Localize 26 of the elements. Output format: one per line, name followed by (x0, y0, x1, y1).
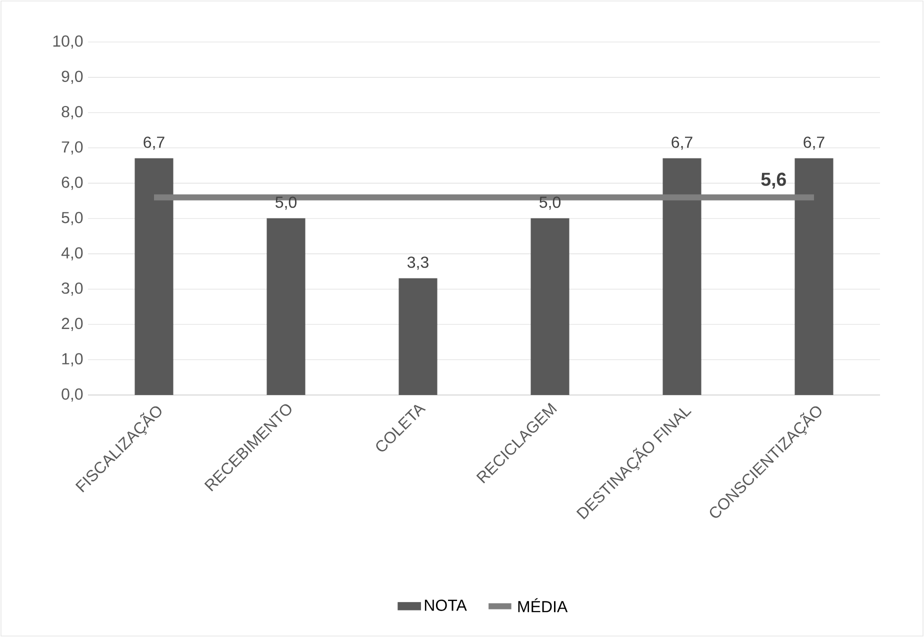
y-tick-label: 1,0 (62, 353, 83, 366)
bar (662, 158, 702, 396)
data-label: 5,6 (761, 172, 786, 189)
y-tick-label: 0,0 (62, 388, 83, 402)
y-tick-label: 8,0 (62, 106, 83, 120)
y-tick-label: 4,0 (61, 247, 83, 260)
data-label: 3,3 (407, 256, 428, 270)
data-label: 6,7 (144, 136, 164, 150)
y-tick-label: 2,0 (62, 318, 83, 332)
y-tick-label: 7,0 (62, 141, 83, 155)
legend-label: NOTA (424, 600, 467, 611)
y-tick-label: 9,0 (62, 70, 83, 84)
bar (266, 218, 306, 396)
bar (530, 218, 570, 396)
data-label: 5,0 (276, 196, 297, 210)
data-label: 6,7 (672, 136, 692, 150)
data-label: 6,7 (804, 136, 824, 150)
y-tick-label: 3,0 (62, 282, 83, 296)
bar (794, 158, 834, 396)
y-tick-label: 10,0 (53, 35, 83, 49)
data-label: 5,0 (540, 196, 561, 210)
y-tick-label: 5,0 (62, 212, 83, 226)
legend-label: MÉDIA (518, 598, 568, 612)
y-tick-label: 6,0 (62, 176, 83, 190)
bar (398, 278, 438, 396)
bar (134, 158, 174, 396)
